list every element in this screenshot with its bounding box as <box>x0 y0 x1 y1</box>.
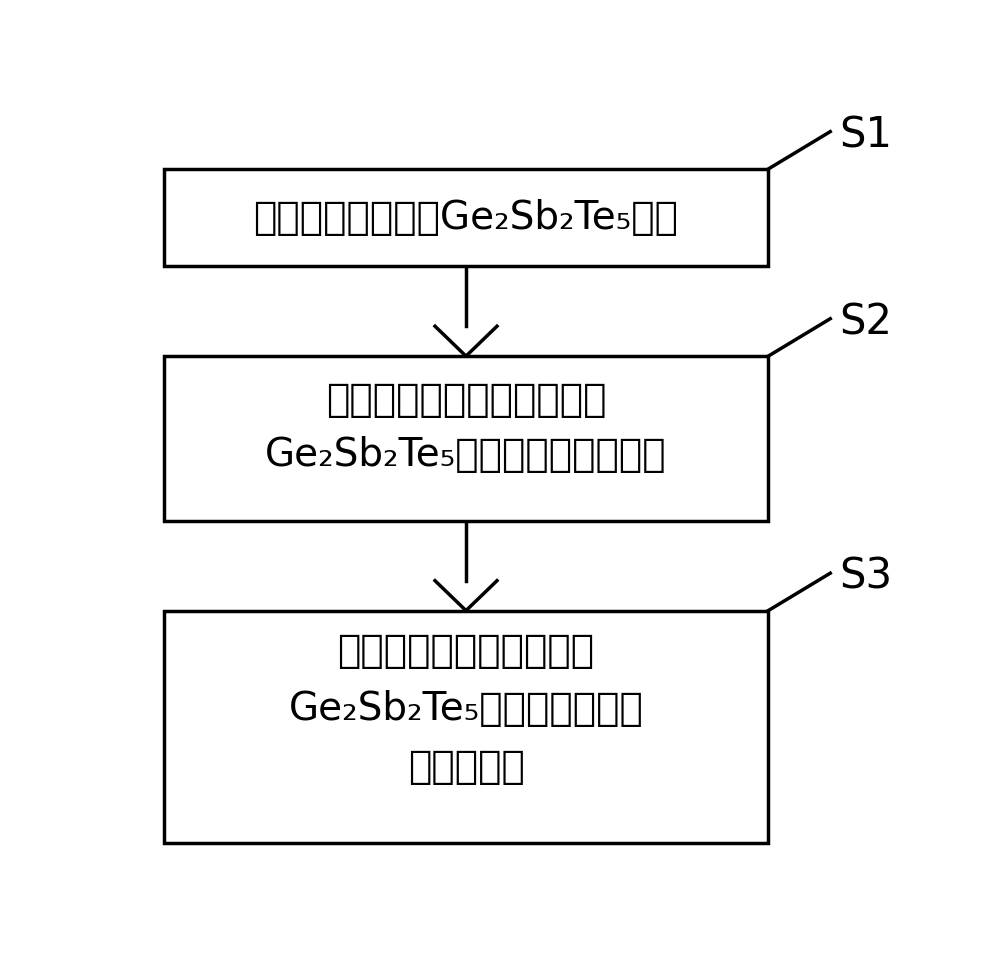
Text: 利用电感耦合等离子体对: 利用电感耦合等离子体对 <box>337 632 595 671</box>
Text: Ge₂Sb₂Te₅薄膜进行刻蚀形: Ge₂Sb₂Te₅薄膜进行刻蚀形 <box>289 690 643 728</box>
Text: 成预设图形: 成预设图形 <box>408 748 524 786</box>
Text: 在衬底上沉积一层Ge₂Sb₂Te₅薄膜: 在衬底上沉积一层Ge₂Sb₂Te₅薄膜 <box>254 198 678 236</box>
Bar <box>164 610 768 843</box>
Bar <box>164 169 768 266</box>
Text: Ge₂Sb₂Te₅薄膜进行直写式曝光: Ge₂Sb₂Te₅薄膜进行直写式曝光 <box>265 435 667 474</box>
Text: 根据预设图形使用电子束对: 根据预设图形使用电子束对 <box>326 381 606 419</box>
Bar <box>164 356 768 521</box>
Text: S2: S2 <box>840 301 892 343</box>
Text: S3: S3 <box>840 556 893 598</box>
Text: S1: S1 <box>840 115 893 156</box>
